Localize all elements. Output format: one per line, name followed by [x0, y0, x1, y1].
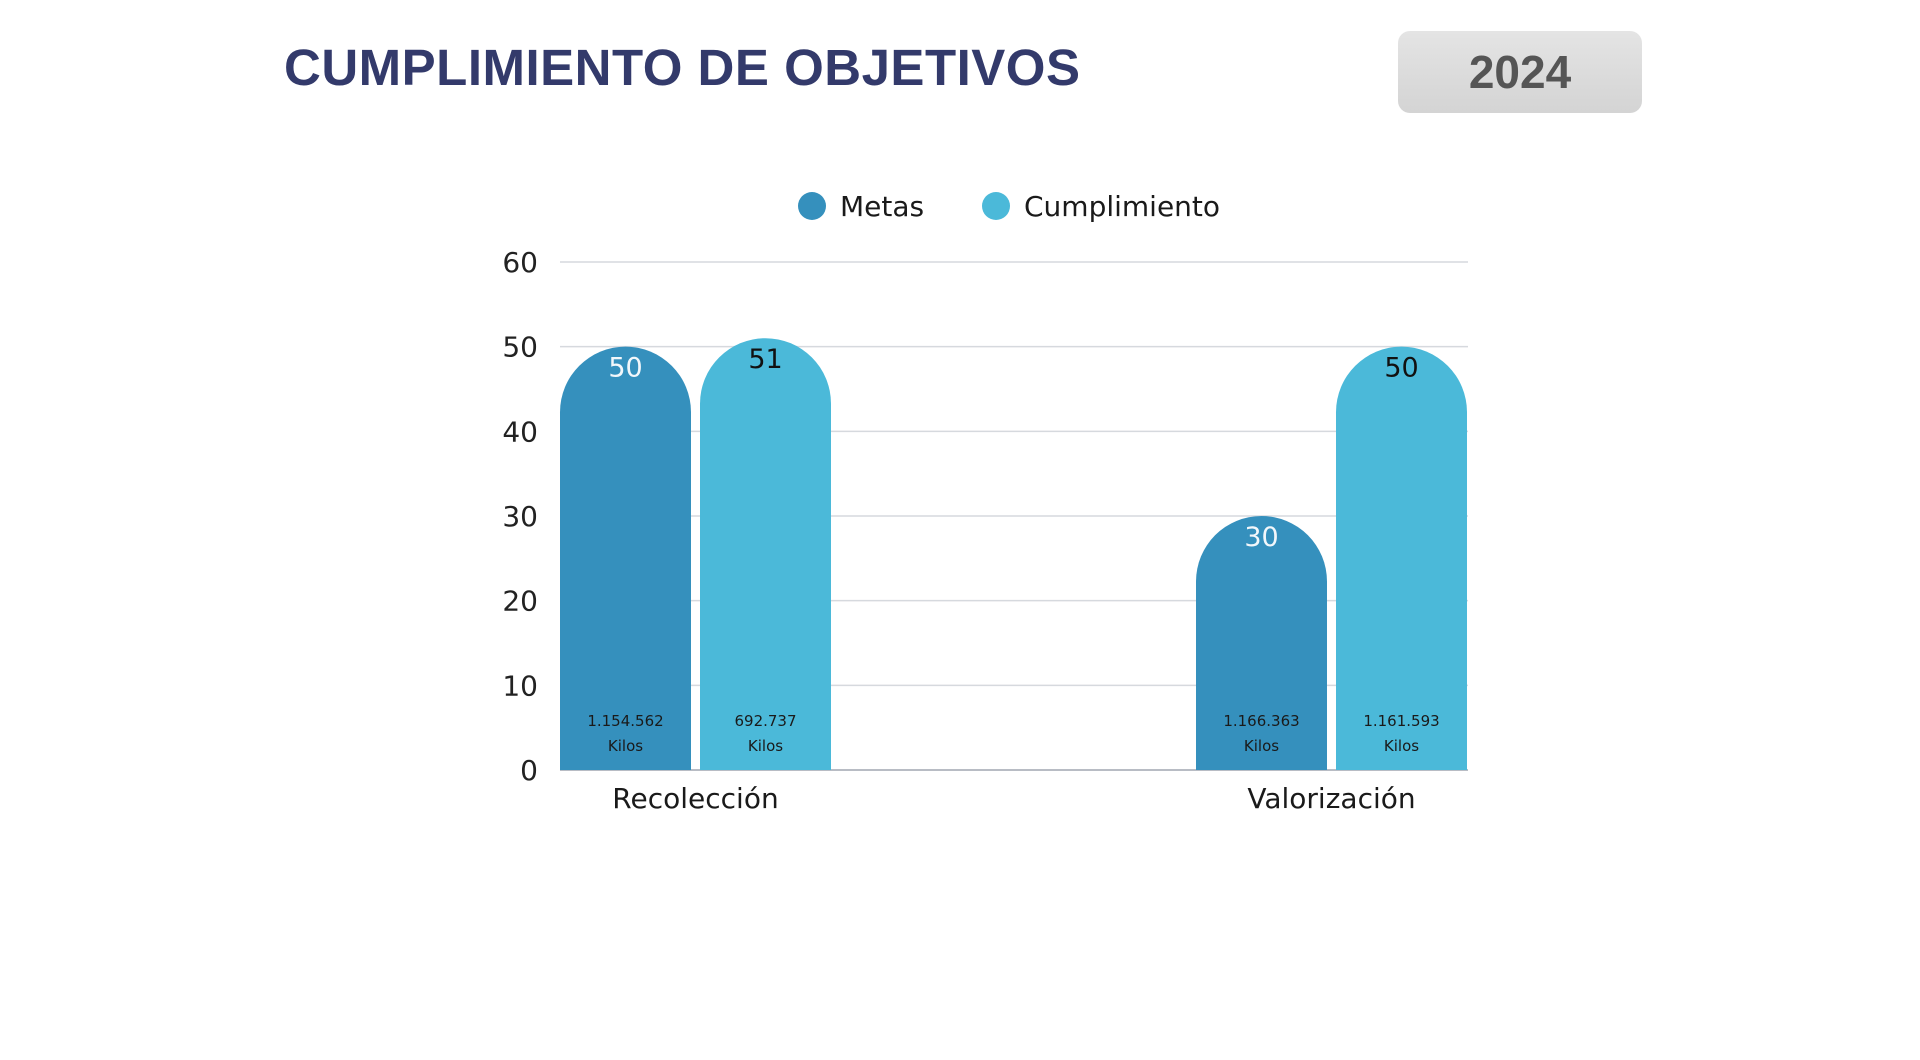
bar-kilos-unit: Kilos: [1384, 737, 1419, 755]
y-tick-label: 10: [502, 669, 538, 702]
bar-kilos-unit: Kilos: [608, 737, 643, 755]
bar-kilos-value: 1.161.593: [1363, 712, 1439, 730]
bar-kilos-unit: Kilos: [1244, 737, 1279, 755]
bar-value-label: 50: [608, 353, 642, 384]
x-category-label: Valorización: [1247, 782, 1415, 815]
bar-kilos-value: 692.737: [734, 712, 796, 730]
bar[interactable]: [1196, 516, 1327, 770]
year-badge: 2024: [1398, 31, 1642, 113]
bar-kilos-value: 1.166.363: [1223, 712, 1299, 730]
page-title: CUMPLIMIENTO DE OBJETIVOS: [284, 39, 1081, 96]
legend-label: Cumplimiento: [1024, 190, 1220, 223]
y-tick-label: 40: [502, 415, 538, 448]
y-tick-label: 20: [502, 585, 538, 618]
bar-value-label: 51: [748, 344, 782, 375]
legend-marker: [798, 192, 826, 220]
bar[interactable]: [560, 346, 691, 770]
y-tick-label: 30: [502, 500, 538, 533]
bar[interactable]: [700, 338, 831, 770]
legend-label: Metas: [840, 190, 924, 223]
bar-value-label: 30: [1244, 522, 1278, 553]
legend-marker: [982, 192, 1010, 220]
y-tick-label: 0: [520, 754, 538, 787]
y-tick-label: 60: [502, 246, 538, 279]
bar[interactable]: [1336, 346, 1467, 770]
bar-kilos-unit: Kilos: [748, 737, 783, 755]
bar-kilos-value: 1.154.562: [587, 712, 663, 730]
x-category-label: Recolección: [612, 782, 778, 815]
y-tick-label: 50: [502, 331, 538, 364]
bar-value-label: 50: [1384, 353, 1418, 384]
